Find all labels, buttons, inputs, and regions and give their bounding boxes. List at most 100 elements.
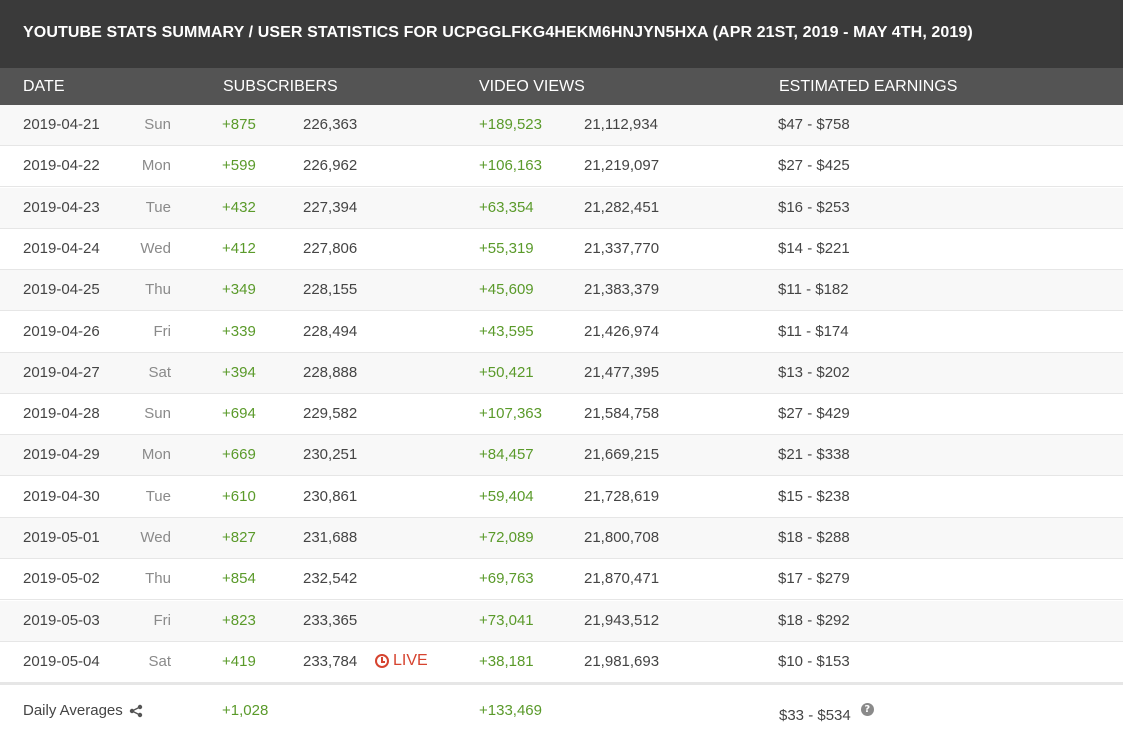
estimated-earnings-cell: $18 - $288 [778,529,850,546]
table-row: 2019-04-29 Mon +669 230,251 +84,457 21,669,21… [0,435,1123,477]
table-row: 2019-05-02 Thu +854 232,542 +69,763 21,870,47… [0,559,1123,601]
daily-averages-label-cell: Daily Averages [23,702,143,719]
video-views-change-cell: +50,421 [479,363,534,381]
day-cell: Wed [140,529,171,546]
estimated-earnings-cell: $11 - $182 [778,281,849,299]
day-cell: Thu [145,570,171,588]
video-views-change-cell: +45,609 [479,281,534,299]
day-cell: Fri [153,611,172,629]
date-cell: 2019-04-23 [23,198,100,216]
date-cell: 2019-04-25 [23,281,100,299]
table-row: 2019-04-22 Mon +599 226,962 +106,163 21,219,0… [0,146,1123,188]
video-views-total-cell: 21,282,451 [584,198,660,216]
subscribers-change-cell: +610 [222,487,256,505]
daily-averages-earnings-cell: $33 - $534 ? [779,703,874,724]
estimated-earnings-cell: $10 - $153 [778,652,850,670]
live-label: LIVE [393,651,428,669]
subscribers-change-cell: +823 [222,611,256,629]
estimated-earnings-cell: $21 - $338 [778,446,850,464]
video-views-change-cell: +59,404 [479,487,534,505]
video-views-total-cell: 21,219,097 [584,157,660,175]
column-header-date: DATE [23,78,65,95]
subscribers-change-cell: +875 [222,116,256,133]
question-circle-icon[interactable]: ? [860,703,874,716]
day-cell: Tue [145,487,171,505]
video-views-total-cell: 21,669,215 [584,446,660,464]
subscribers-total-cell: 228,888 [303,363,358,381]
subscribers-change-cell: +827 [222,529,256,546]
video-views-change-cell: +107,363 [479,405,542,423]
video-views-change-cell: +43,595 [479,322,534,340]
video-views-total-cell: 21,112,934 [584,116,658,133]
table-row: 2019-05-04 Sat +419 233,784 +38,181 21,981,69… [0,641,1123,683]
date-cell: 2019-04-29 [23,446,100,464]
table-row: 2019-04-25 Thu +349 228,155 +45,609 21,383,37… [0,270,1123,312]
estimated-earnings-cell: $47 - $758 [778,116,850,133]
video-views-change-cell: +63,354 [479,198,534,216]
estimated-earnings-cell: $27 - $425 [778,157,850,175]
table-row: 2019-04-27 Sat +394 228,888 +50,421 21,477,39… [0,352,1123,394]
subscribers-total-cell: 228,494 [303,322,358,340]
column-header-subscribers: SUBSCRIBERS [223,78,338,95]
column-header-video-views: VIDEO VIEWS [479,78,585,95]
column-header-estimated-earnings: ESTIMATED EARNINGS [779,78,958,95]
date-cell: 2019-04-22 [23,157,100,175]
subscribers-total-cell: 233,365 [303,611,358,629]
page-title: YOUTUBE STATS SUMMARY / USER STATISTICS … [23,24,973,41]
date-cell: 2019-05-04 [23,652,100,670]
video-views-total-cell: 21,584,758 [584,405,660,423]
table-header: DATE SUBSCRIBERS VIDEO VIEWS ESTIMATED E… [0,68,1123,105]
subscribers-total-cell: 231,688 [303,529,358,546]
subscribers-total-cell: 232,542 [303,570,358,588]
date-cell: 2019-04-30 [23,487,100,505]
video-views-change-cell: +189,523 [479,116,542,133]
subscribers-total-cell: 227,806 [303,239,358,257]
share-icon[interactable] [129,704,143,718]
subscribers-total-cell: 226,962 [303,157,358,175]
day-cell: Sat [148,363,171,381]
subscribers-total-cell: 230,861 [303,487,358,505]
subscribers-change-cell: +419 [222,652,256,670]
day-cell: Sun [144,116,171,133]
day-cell: Sun [144,405,171,423]
day-cell: Thu [145,281,171,299]
subscribers-total-cell: 228,155 [303,281,358,299]
video-views-change-cell: +72,089 [479,529,534,546]
video-views-total-cell: 21,477,395 [584,363,660,381]
subscribers-total-cell: 230,251 [303,446,358,464]
video-views-change-cell: +69,763 [479,570,534,588]
subscribers-total-cell: 226,363 [303,116,358,133]
table-row: 2019-04-24 Wed +412 227,806 +55,319 21,337,77… [0,228,1123,270]
video-views-change-cell: +106,163 [479,157,542,175]
date-cell: 2019-05-01 [23,529,100,546]
date-cell: 2019-05-03 [23,611,100,629]
subscribers-change-cell: +349 [222,281,256,299]
video-views-change-cell: +38,181 [479,652,534,670]
day-cell: Tue [145,198,171,216]
video-views-total-cell: 21,426,974 [584,322,660,340]
subscribers-total-cell: 233,784 [303,652,358,670]
video-views-total-cell: 21,383,379 [584,281,660,299]
subscribers-change-cell: +339 [222,322,256,340]
table-row: 2019-04-30 Tue +610 230,861 +59,404 21,728,61… [0,476,1123,518]
clock-icon [375,653,389,668]
daily-averages-video-views: +133,469 [479,702,542,719]
estimated-earnings-cell: $15 - $238 [778,487,850,505]
day-cell: Fri [153,322,172,340]
estimated-earnings-cell: $17 - $279 [778,570,850,588]
daily-averages-earnings: $33 - $534 [779,707,851,724]
day-cell: Mon [141,157,171,175]
table-row: 2019-04-26 Fri +339 228,494 +43,595 21,426,97… [0,311,1123,353]
subscribers-total-cell: 227,394 [303,198,358,216]
video-views-total-cell: 21,728,619 [584,487,660,505]
estimated-earnings-cell: $13 - $202 [778,363,850,381]
daily-averages-row: Daily Averages +1,028 +133,469 $33 - $53… [0,683,1123,745]
live-indicator[interactable]: LIVE [375,652,428,670]
day-cell: Wed [140,239,171,257]
title-bar: YOUTUBE STATS SUMMARY / USER STATISTICS … [0,0,1123,68]
subscribers-change-cell: +432 [222,198,256,216]
daily-averages-label: Daily Averages [23,702,123,719]
table-row: 2019-04-23 Tue +432 227,394 +63,354 21,282,45… [0,187,1123,229]
date-cell: 2019-04-27 [23,363,100,381]
video-views-change-cell: +73,041 [479,611,534,629]
